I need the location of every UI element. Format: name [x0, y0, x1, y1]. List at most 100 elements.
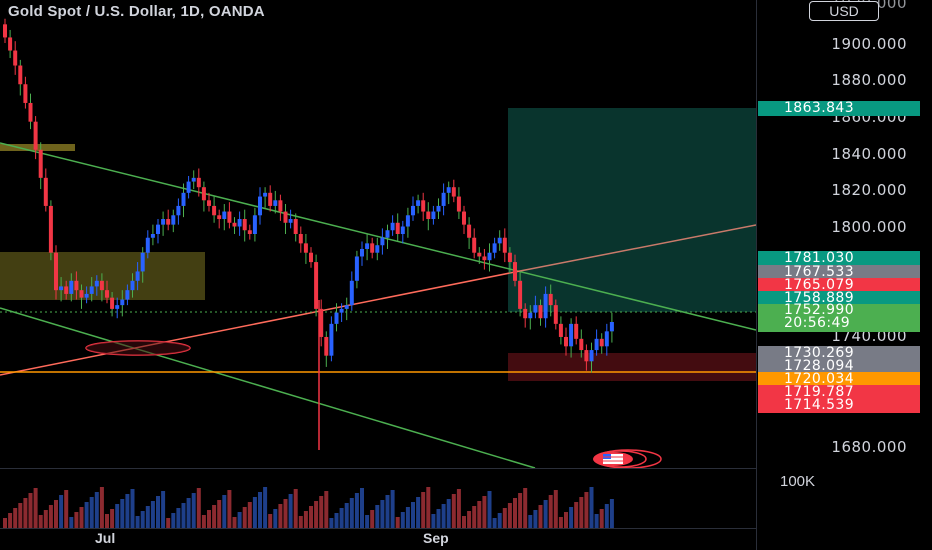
- candle-body: [28, 102, 33, 122]
- volume-bar: [334, 513, 339, 528]
- price-tag: 1752.990 20:56:49: [758, 302, 920, 332]
- candle-body: [339, 308, 344, 313]
- volume-bar: [431, 514, 436, 528]
- volume-bar: [54, 500, 58, 528]
- candle-body: [518, 280, 523, 309]
- candle-body: [523, 308, 528, 319]
- candle-body: [283, 211, 288, 223]
- volume-bar: [548, 495, 553, 528]
- volume-bar: [166, 518, 171, 528]
- candle-body: [38, 149, 43, 178]
- candle-body: [59, 286, 64, 291]
- price-tick: 1840.000: [831, 145, 907, 163]
- candle-body: [431, 211, 436, 220]
- volume-bar: [207, 510, 211, 528]
- candle-body: [375, 245, 380, 253]
- candle-body: [207, 200, 211, 206]
- volume-scale-label: 100K: [780, 473, 816, 490]
- volume-bar: [446, 499, 451, 528]
- last-price-value: 1752.990: [784, 302, 855, 318]
- volume-bar: [94, 492, 99, 528]
- volume-bar: [3, 518, 7, 528]
- volume-bar: [48, 505, 53, 528]
- candle-body: [553, 305, 558, 324]
- symbol-title[interactable]: Gold Spot / U.S. Dollar, 1D, OANDA: [8, 3, 265, 20]
- price-scale-divider[interactable]: [756, 0, 757, 550]
- currency-button[interactable]: USD: [809, 1, 879, 21]
- candle-body: [288, 219, 293, 223]
- volume-bar: [370, 510, 375, 528]
- candle-body: [3, 24, 7, 38]
- volume-bar: [558, 517, 563, 528]
- price-tick: 1820.000: [831, 181, 907, 199]
- candle-body: [247, 230, 252, 234]
- candle-body: [105, 290, 109, 298]
- volume-bar: [436, 509, 441, 528]
- volume-bar: [74, 512, 79, 528]
- volume-bar: [421, 492, 426, 528]
- volume-bar: [242, 507, 247, 528]
- candle-body: [94, 280, 99, 287]
- time-label-jul: Jul: [95, 530, 116, 546]
- candle-body: [79, 290, 84, 298]
- volume-bar: [385, 495, 390, 528]
- economic-event-icon: [593, 449, 662, 469]
- candle-body: [334, 312, 339, 324]
- candle-body: [232, 222, 237, 227]
- candle-body: [528, 312, 533, 319]
- bar-countdown: 20:56:49: [784, 315, 851, 331]
- candle-body: [599, 338, 604, 347]
- candle-body: [426, 211, 431, 220]
- volume-bar: [472, 506, 477, 528]
- volume-bar: [89, 497, 94, 528]
- candle-body: [166, 219, 171, 225]
- chart-pane[interactable]: Gold Spot / U.S. Dollar, 1D, OANDA Jul S…: [0, 0, 756, 550]
- candle-body: [548, 293, 553, 306]
- volume-bar: [59, 495, 64, 528]
- price-tag: 1714.539: [758, 398, 920, 413]
- candle-body: [462, 211, 466, 225]
- candle-body: [156, 224, 160, 234]
- candle-body: [558, 323, 563, 337]
- candlestick-chart[interactable]: [0, 0, 756, 550]
- candle-body: [252, 215, 257, 234]
- volume-bar: [319, 496, 324, 528]
- candle-body: [217, 215, 222, 220]
- price-tag: 1758.889: [758, 291, 920, 306]
- candle-body: [48, 205, 53, 253]
- volume-bar: [186, 498, 191, 528]
- volume-bar: [329, 518, 334, 528]
- candle-body: [278, 200, 283, 212]
- volume-bar: [247, 502, 252, 528]
- candle-body: [324, 336, 329, 356]
- candle-body: [161, 219, 166, 225]
- volume-bar: [130, 489, 135, 528]
- volume-bar: [191, 493, 196, 528]
- candle-body: [477, 252, 482, 257]
- candle-body: [222, 211, 227, 220]
- candle-body: [191, 177, 196, 182]
- volume-bar: [268, 514, 273, 528]
- candle-body: [436, 205, 441, 212]
- candle-body: [421, 200, 426, 212]
- volume-bar: [451, 494, 456, 528]
- candle-body: [497, 237, 502, 244]
- candle-body: [370, 243, 375, 253]
- candle-body: [186, 181, 191, 193]
- volume-bar: [360, 488, 364, 528]
- volume-bar: [604, 504, 609, 528]
- candle-body: [242, 219, 247, 231]
- candle-body: [492, 243, 497, 253]
- candle-body: [150, 234, 155, 238]
- candle-body: [411, 205, 415, 216]
- candle-body: [467, 224, 472, 238]
- candle-body: [227, 211, 232, 223]
- candle-body: [589, 350, 594, 362]
- volume-bar: [150, 501, 155, 528]
- volume-bar: [528, 515, 533, 528]
- price-tag: 1765.079: [758, 278, 920, 293]
- candle-body: [212, 205, 217, 216]
- volume-pane-divider[interactable]: [0, 468, 932, 469]
- volume-bar: [115, 504, 120, 528]
- volume-bar: [278, 504, 283, 528]
